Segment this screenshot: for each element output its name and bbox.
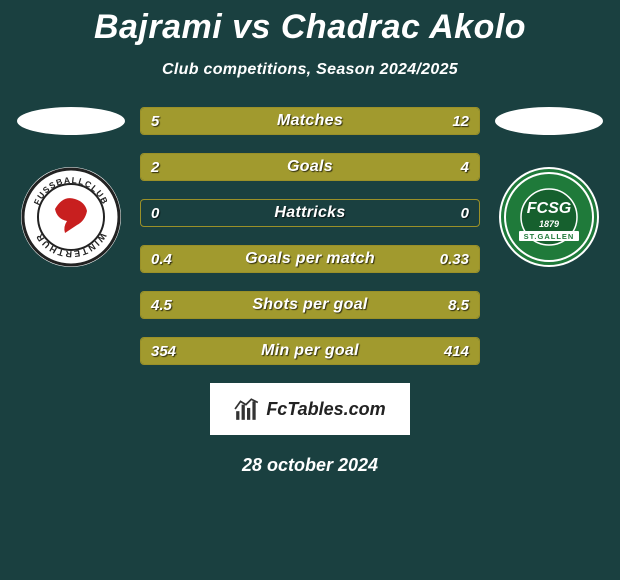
club-left-badge: FUSSBALLCLUB WINTERTHUR (21, 167, 121, 267)
stat-label: Min per goal (141, 338, 479, 364)
svg-text:1879: 1879 (539, 219, 559, 229)
stat-row: 00Hattricks (140, 199, 480, 227)
stat-row: 4.58.5Shots per goal (140, 291, 480, 319)
winterthur-icon: FUSSBALLCLUB WINTERTHUR (21, 167, 121, 267)
stat-row: 354414Min per goal (140, 337, 480, 365)
club-right-badge: FCSG 1879 ST.GALLEN (499, 167, 599, 267)
player-left-side: FUSSBALLCLUB WINTERTHUR (6, 107, 136, 365)
stat-label: Matches (141, 108, 479, 134)
svg-text:ST.GALLEN: ST.GALLEN (524, 232, 575, 241)
stgallen-icon: FCSG 1879 ST.GALLEN (499, 167, 599, 267)
stat-bars: 512Matches 24Goals 00Hattricks 0.40.33Goals… (136, 107, 484, 365)
stat-label: Goals (141, 154, 479, 180)
fctables-logo: FcTables.com (210, 383, 410, 435)
subtitle: Club competitions, Season 2024/2025 (0, 61, 620, 79)
stat-row: 24Goals (140, 153, 480, 181)
player-right-ellipse (495, 107, 603, 135)
page-title: Bajrami vs Chadrac Akolo (0, 0, 620, 47)
fctables-text: FcTables.com (266, 399, 385, 420)
stat-row: 0.40.33Goals per match (140, 245, 480, 273)
stat-label: Hattricks (141, 200, 479, 226)
stat-label: Goals per match (141, 246, 479, 272)
comparison-content: FUSSBALLCLUB WINTERTHUR 512Matches 24Goal… (0, 107, 620, 365)
svg-text:FCSG: FCSG (527, 200, 571, 217)
player-right-side: FCSG 1879 ST.GALLEN (484, 107, 614, 365)
chart-icon (234, 396, 260, 422)
stat-row: 512Matches (140, 107, 480, 135)
stat-label: Shots per goal (141, 292, 479, 318)
player-left-ellipse (17, 107, 125, 135)
date-text: 28 october 2024 (0, 455, 620, 476)
